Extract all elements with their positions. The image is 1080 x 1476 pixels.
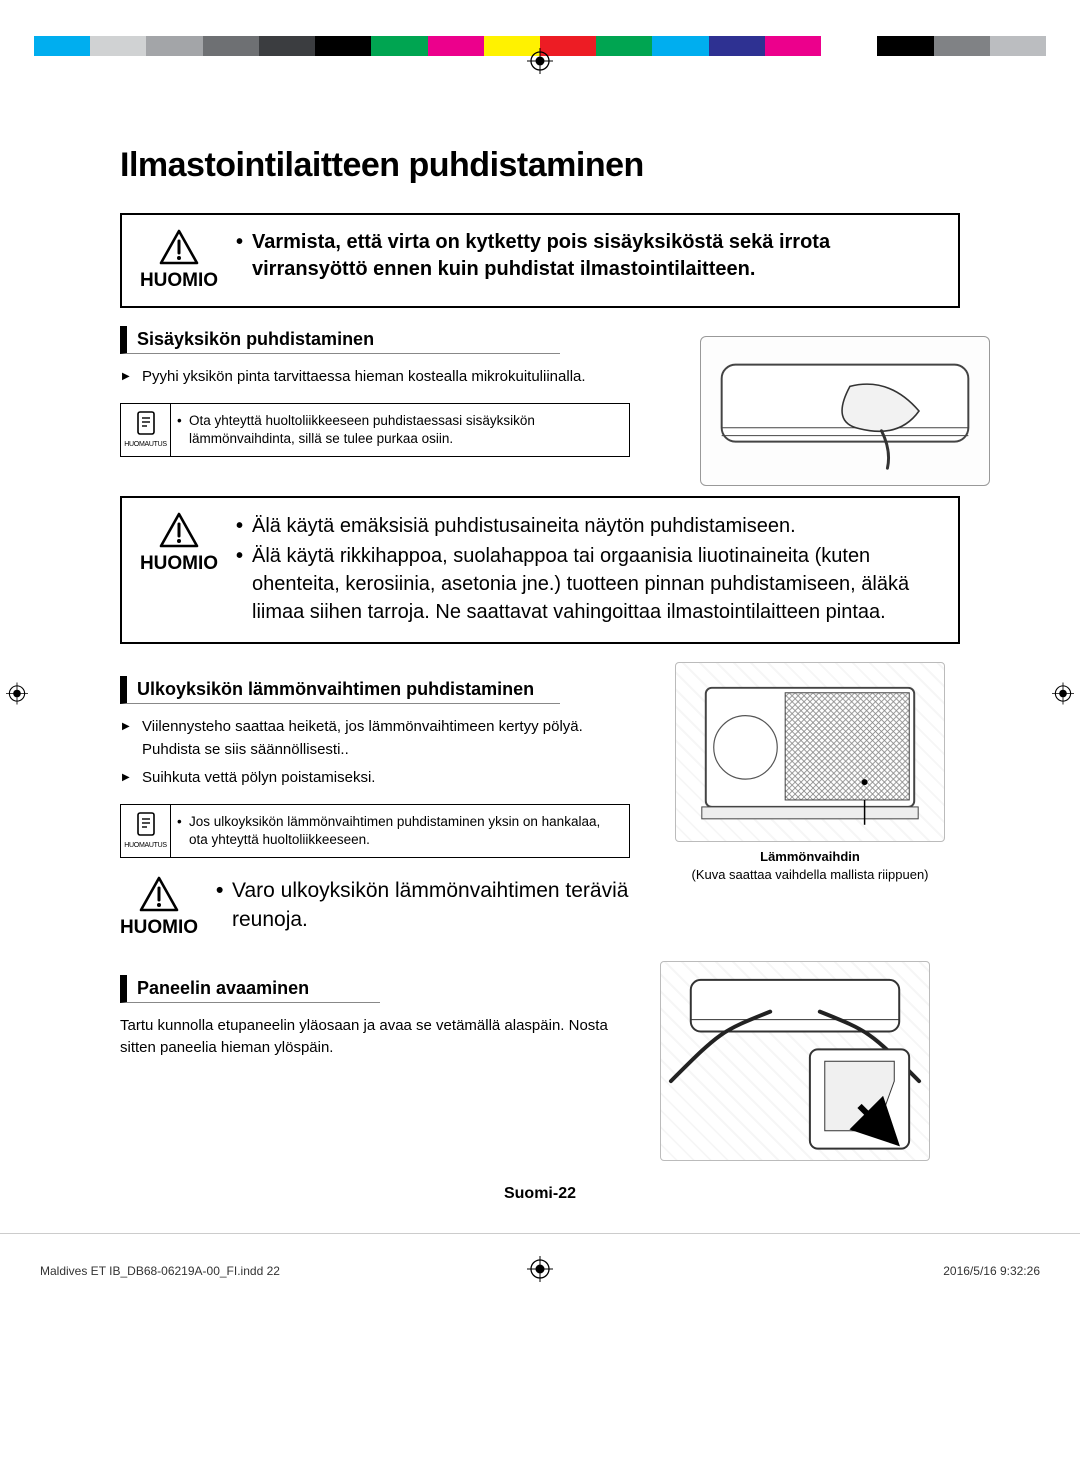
print-filename: Maldives ET IB_DB68-06219A-00_FI.indd 22 xyxy=(40,1264,280,1278)
caution-1-text: Varmista, että virta on kytketty pois si… xyxy=(236,229,940,283)
note-1-text: Ota yhteyttä huoltoliikkeeseen puhdistae… xyxy=(177,412,619,448)
section-1-heading: Sisäyksikön puhdistaminen xyxy=(120,326,560,354)
outdoor-unit-illustration xyxy=(675,662,945,842)
registration-mark-icon xyxy=(527,48,553,79)
section-3-text: Tartu kunnolla etupaneelin yläosaan ja a… xyxy=(120,1015,630,1060)
note-2-text: Jos ulkoyksikön lämmönvaihtimen puhdista… xyxy=(177,813,619,849)
section-2-bullet: Suihkuta vettä pölyn poistamiseksi. xyxy=(120,767,630,790)
registration-mark-icon xyxy=(527,1256,553,1285)
warning-icon xyxy=(159,512,199,553)
caution-inline-3: HUOMIO Varo ulkoyksikön lämmönvaihtimen … xyxy=(120,876,630,939)
indoor-unit-wipe-illustration xyxy=(700,336,990,486)
printer-marks-bottom: Maldives ET IB_DB68-06219A-00_FI.indd 22… xyxy=(0,1233,1080,1303)
caution-3-text: Varo ulkoyksikön lämmönvaihtimen teräviä… xyxy=(216,876,630,935)
print-date: 2016/5/16 9:32:26 xyxy=(943,1264,1040,1278)
section-1-bullet: Pyyhi yksikön pinta tarvittaessa hieman … xyxy=(120,366,640,389)
printer-marks-top xyxy=(0,36,1080,106)
figure-subcaption: (Kuva saattaa vaihdella mallista riippue… xyxy=(691,867,928,882)
warning-icon xyxy=(139,876,179,917)
caution-label: HUOMIO xyxy=(140,270,218,292)
caution-label: HUOMIO xyxy=(120,917,198,939)
page-title: Ilmastointilaitteen puhdistaminen xyxy=(120,146,960,185)
page-number: Suomi-22 xyxy=(120,1185,960,1213)
caution-2-list: Älä käytä emäksisiä puhdistusaineita näy… xyxy=(236,512,940,626)
note-icon xyxy=(135,811,157,840)
figure-label: Lämmönvaihdin xyxy=(760,849,860,864)
note-label: HUOMAUTUS xyxy=(124,441,166,448)
caution-label: HUOMIO xyxy=(140,553,218,575)
caution-box-1: HUOMIO Varmista, että virta on kytketty … xyxy=(120,213,960,308)
outdoor-unit-caption: Lämmönvaihdin (Kuva saattaa vaihdella ma… xyxy=(691,848,928,883)
caution-2-item: Älä käytä emäksisiä puhdistusaineita näy… xyxy=(236,512,940,540)
caution-box-2: HUOMIO Älä käytä emäksisiä puhdistusaine… xyxy=(120,496,960,644)
note-label: HUOMAUTUS xyxy=(124,842,166,849)
panel-opening-illustration xyxy=(660,961,930,1161)
note-icon xyxy=(135,410,157,439)
warning-icon xyxy=(159,229,199,270)
section-2-bullet: Viilennysteho saattaa heiketä, jos lämmö… xyxy=(120,716,630,761)
section-2-heading: Ulkoyksikön lämmönvaihtimen puhdistamine… xyxy=(120,676,560,704)
section-3-heading: Paneelin avaaminen xyxy=(120,975,380,1003)
note-box-2: HUOMAUTUS Jos ulkoyksikön lämmönvaihtime… xyxy=(120,804,630,858)
caution-2-item: Älä käytä rikkihappoa, suolahappoa tai o… xyxy=(236,542,940,626)
note-box-1: HUOMAUTUS Ota yhteyttä huoltoliikkeeseen… xyxy=(120,403,630,457)
